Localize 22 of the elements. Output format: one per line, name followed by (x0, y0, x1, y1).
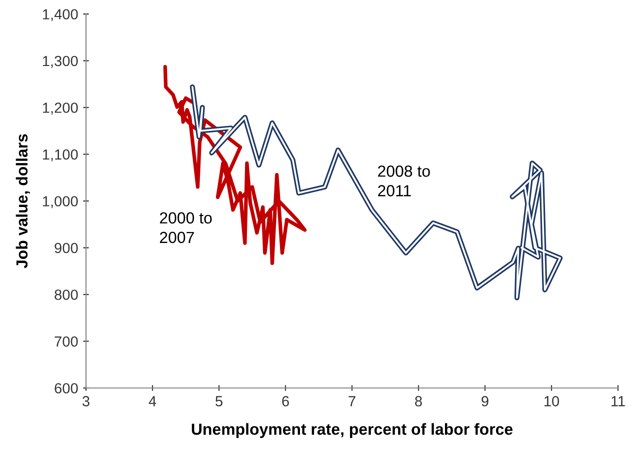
y-tick-label: 1,100 (42, 149, 78, 162)
y-tick-label: 1,300 (42, 56, 78, 68)
x-tick-label: 7 (348, 396, 356, 406)
y-tick-label: 800 (54, 290, 78, 300)
y-tick-label: 1,000 (42, 196, 78, 208)
y-tick-label: 700 (54, 336, 78, 347)
annotation: 2000 to 2007 (160, 212, 212, 244)
x-tick-label: 3 (82, 396, 90, 406)
y-axis-title: Job value, dollars (16, 134, 30, 268)
x-tick-label: 6 (282, 396, 289, 406)
y-tick-label: 900 (54, 242, 78, 254)
x-axis-title: Unemployment rate, percent of labor force (192, 423, 513, 438)
y-tick-label: 1,200 (42, 102, 78, 115)
x-tick-label: 8 (415, 396, 422, 406)
x-tick-label: 10 (544, 396, 560, 406)
y-tick-label: 600 (54, 383, 78, 394)
x-tick-label: 9 (482, 396, 488, 406)
x-tick-label: 5 (216, 396, 222, 406)
x-tick-label: 4 (148, 396, 156, 406)
annotation: 2008 to 2011 (378, 166, 430, 196)
x-tick-label: 11 (612, 396, 625, 406)
y-tick-label: 1,400 (42, 9, 78, 22)
